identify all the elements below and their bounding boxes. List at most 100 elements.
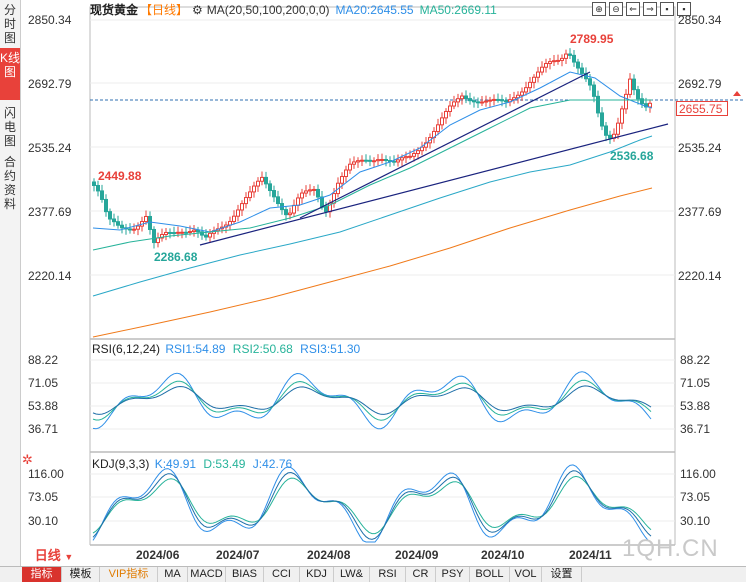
current-price-tag: 2655.75 xyxy=(676,101,728,116)
rsi-axis-left-2: 71.05 xyxy=(28,376,59,390)
tab-rsi[interactable]: RSI xyxy=(370,567,406,582)
candle-body xyxy=(560,57,564,61)
kdj-k-line xyxy=(92,470,652,540)
kdj-panel-title: KDJ(9,3,3) K:49.91 D:53.49 J:42.76 xyxy=(92,457,292,471)
tab-vip-indicator[interactable]: VIP指标 xyxy=(100,567,158,582)
candle-body xyxy=(204,234,208,238)
candle-body xyxy=(632,78,636,91)
tab-indicator[interactable]: 指标 xyxy=(22,567,62,582)
tab-settings[interactable]: 设置 xyxy=(542,567,582,582)
candle-body xyxy=(284,209,288,216)
ma-indicator-label[interactable]: MA(20,50,100,200,0,0) xyxy=(206,3,330,17)
price-panel-frame xyxy=(89,6,676,340)
candle-body xyxy=(264,176,268,185)
kdj-j-line xyxy=(92,464,652,543)
candle-body xyxy=(464,95,468,100)
rsi2-value: RSI2:50.68 xyxy=(232,342,293,356)
candle-body xyxy=(440,117,444,126)
candle-body xyxy=(452,101,456,107)
kdj-axis-left-3: 30.10 xyxy=(28,514,59,528)
tab-template[interactable]: 模板 xyxy=(62,567,100,582)
candle-body xyxy=(500,99,504,102)
candle-body xyxy=(380,158,384,161)
candle-body xyxy=(184,231,188,234)
sidebar-item-lightning[interactable]: 闪电图 xyxy=(3,106,16,148)
tab-vol[interactable]: VOL xyxy=(510,567,542,582)
candle-body xyxy=(260,176,264,182)
tab-ma[interactable]: MA xyxy=(158,567,188,582)
kdj-k-value: K:49.91 xyxy=(154,457,197,471)
candle-body xyxy=(372,160,376,163)
candle-body xyxy=(356,160,360,163)
candle-body xyxy=(420,146,424,152)
tab-boll[interactable]: BOLL xyxy=(470,567,510,582)
kdj-axis-left-1: 116.00 xyxy=(28,467,64,481)
candle-body xyxy=(596,95,600,114)
candle-body xyxy=(448,105,452,112)
tab-cci[interactable]: CCI xyxy=(264,567,300,582)
candle-body xyxy=(96,184,100,192)
candle-body xyxy=(520,91,524,96)
candle-body xyxy=(496,98,500,101)
tab-psy[interactable]: PSY xyxy=(436,567,470,582)
candle-body xyxy=(292,204,296,214)
candle-body xyxy=(200,231,204,236)
kdj-axis-right-2: 73.05 xyxy=(680,490,711,504)
candle-body xyxy=(272,190,276,198)
candle-body xyxy=(360,159,364,162)
price-axis-left-4: 2377.69 xyxy=(28,205,72,219)
price-axis-right-1: 2850.34 xyxy=(678,13,722,27)
scroll-right-icon[interactable]: ⇒ xyxy=(643,2,657,16)
tab-cr[interactable]: CR xyxy=(406,567,436,582)
price-axis-right-4: 2377.69 xyxy=(678,205,722,219)
candle-body xyxy=(456,98,460,103)
candle-body xyxy=(208,232,212,238)
chart-canvas[interactable] xyxy=(0,0,746,566)
candle-body xyxy=(516,94,520,99)
period-button[interactable]: 日线 ▼ xyxy=(22,547,86,565)
candle-body xyxy=(268,183,272,192)
fullscreen-icon[interactable]: ▪ xyxy=(677,2,691,16)
sidebar-item-timeshare[interactable]: 分时图 xyxy=(3,3,16,45)
tab-bias[interactable]: BIAS xyxy=(226,567,264,582)
low-annotation-3: 2536.68 xyxy=(610,149,654,163)
sun-icon[interactable]: ✲ xyxy=(22,452,33,467)
candle-body xyxy=(592,84,596,97)
rsi-axis-left-3: 53.88 xyxy=(28,399,59,413)
tab-kdj[interactable]: KDJ xyxy=(300,567,334,582)
reset-icon[interactable]: ▪ xyxy=(660,2,674,16)
rsi-title: RSI(6,12,24) xyxy=(92,342,161,356)
tab-lw[interactable]: LW& xyxy=(334,567,370,582)
period-label[interactable]: 【日线】 xyxy=(140,3,189,17)
caret-down-icon: ▼ xyxy=(64,552,74,562)
date-label-6: 2024/11 xyxy=(569,548,612,562)
period-button-label: 日线 xyxy=(34,548,61,563)
candle-body xyxy=(308,189,312,192)
candle-body xyxy=(460,95,464,100)
gear-icon[interactable]: ⚙ xyxy=(192,3,203,17)
tab-macd[interactable]: MACD xyxy=(188,567,226,582)
zoom-out-icon[interactable]: ⊖ xyxy=(609,2,623,16)
date-label-1: 2024/06 xyxy=(136,548,180,562)
candle-body xyxy=(552,60,556,63)
candle-body xyxy=(400,157,404,161)
scroll-left-icon[interactable]: ⇐ xyxy=(626,2,640,16)
candle-body xyxy=(296,197,300,206)
candle-body xyxy=(348,163,352,171)
candle-body xyxy=(168,231,172,234)
rsi-axis-right-1: 88.22 xyxy=(680,353,711,367)
sidebar-item-contract[interactable]: 合约资料 xyxy=(3,155,16,211)
sidebar-item-kline[interactable]: K线图 xyxy=(0,48,20,100)
candle-body xyxy=(152,228,156,244)
kdj-d-value: D:53.49 xyxy=(203,457,246,471)
candle-body xyxy=(620,108,624,124)
candle-body xyxy=(244,197,248,205)
candle-body xyxy=(392,160,396,163)
candle-body xyxy=(624,93,628,110)
candle-body xyxy=(112,218,116,223)
zoom-in-icon[interactable]: ⊕ xyxy=(592,2,606,16)
price-axis-right-3: 2535.24 xyxy=(678,141,722,155)
candle-body xyxy=(572,54,576,63)
candle-body xyxy=(568,53,572,56)
candle-body xyxy=(256,180,260,187)
